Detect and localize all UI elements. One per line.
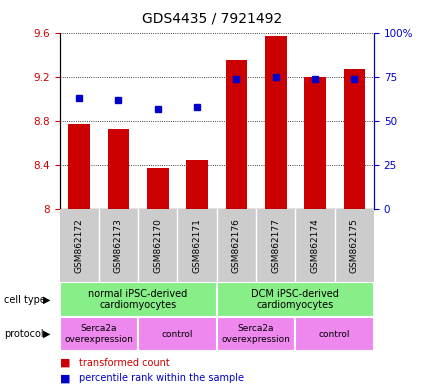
Text: percentile rank within the sample: percentile rank within the sample (79, 373, 244, 383)
Bar (147, 169, 169, 209)
Bar (108, 129, 129, 209)
Text: transformed count: transformed count (79, 358, 170, 368)
Bar (217, 282, 374, 317)
Text: cell type: cell type (4, 295, 46, 305)
Text: control: control (319, 329, 351, 339)
Text: GSM862174: GSM862174 (311, 218, 320, 273)
Bar (68, 124, 90, 209)
Text: GDS4435 / 7921492: GDS4435 / 7921492 (142, 12, 283, 25)
Bar (304, 77, 326, 209)
Text: GSM862173: GSM862173 (114, 218, 123, 273)
Text: Serca2a
overexpression: Serca2a overexpression (221, 324, 291, 344)
Text: ▶: ▶ (42, 329, 50, 339)
Text: DCM iPSC-derived
cardiomyocytes: DCM iPSC-derived cardiomyocytes (252, 289, 339, 310)
Text: GSM862171: GSM862171 (193, 218, 201, 273)
Text: protocol: protocol (4, 329, 44, 339)
Text: GSM862170: GSM862170 (153, 218, 162, 273)
Bar (138, 317, 217, 351)
Bar (265, 36, 286, 209)
Text: GSM862177: GSM862177 (271, 218, 280, 273)
Text: ■: ■ (60, 373, 70, 383)
Bar (226, 60, 247, 209)
Text: GSM862172: GSM862172 (75, 218, 84, 273)
Bar (60, 282, 217, 317)
Bar (343, 69, 365, 209)
Text: GSM862176: GSM862176 (232, 218, 241, 273)
Text: ▶: ▶ (42, 295, 50, 305)
Bar (217, 317, 295, 351)
Bar (186, 160, 208, 209)
Text: Serca2a
overexpression: Serca2a overexpression (64, 324, 133, 344)
Text: control: control (162, 329, 193, 339)
Bar (295, 317, 374, 351)
Text: normal iPSC-derived
cardiomyocytes: normal iPSC-derived cardiomyocytes (88, 289, 188, 310)
Text: GSM862175: GSM862175 (350, 218, 359, 273)
Text: ■: ■ (60, 358, 70, 368)
Bar (60, 317, 138, 351)
